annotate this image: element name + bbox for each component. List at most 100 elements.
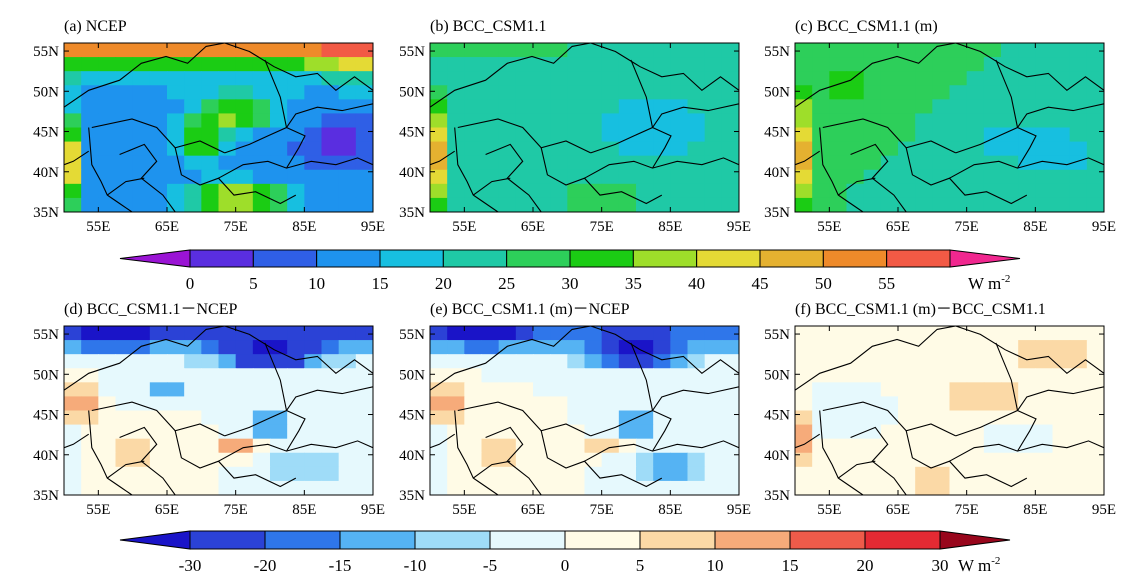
heatmap-cell <box>218 410 237 426</box>
heatmap-cell <box>252 169 271 185</box>
heatmap-cell <box>670 57 689 72</box>
heatmap-cell <box>915 57 933 72</box>
heatmap-cell <box>270 113 288 129</box>
heatmap-cell <box>464 113 483 129</box>
heatmap-cell <box>447 113 465 129</box>
x-tick-label: 55E <box>86 219 110 235</box>
heatmap-cell <box>653 424 671 440</box>
heatmap-cell <box>846 85 865 100</box>
heatmap-cell <box>498 57 517 72</box>
heatmap-cell <box>270 183 288 199</box>
colorbar-label: 25 <box>498 274 515 293</box>
heatmap-cell <box>1001 141 1019 157</box>
heatmap-cell <box>915 354 933 369</box>
heatmap-cell <box>687 340 706 355</box>
heatmap-cell <box>1052 127 1071 143</box>
panel-title: (c) BCC_CSM1.1 (m) <box>795 18 938 35</box>
heatmap-cell <box>201 354 220 369</box>
heatmap-cell <box>636 169 654 185</box>
colorbar-label: 45 <box>752 274 769 293</box>
heatmap-cell <box>670 438 689 454</box>
heatmap-cell <box>235 99 254 115</box>
heatmap-cell <box>98 141 117 157</box>
border-line <box>837 460 876 479</box>
y-tick-label: 55N <box>399 44 425 60</box>
panel-e: (e) BCC_CSM1.1 (m)－NCEP 55E 65E 75E 85E 95E 35… <box>399 301 751 518</box>
border-line <box>457 401 591 437</box>
heatmap-cell <box>915 197 933 212</box>
heatmap-cell <box>184 480 202 495</box>
heatmap-cell <box>880 368 899 383</box>
heatmap-cell <box>829 113 848 129</box>
heatmap-cell <box>218 57 237 72</box>
heatmap-cell <box>584 466 603 482</box>
heatmap-cell <box>218 438 237 454</box>
country-borders <box>795 43 1104 212</box>
colorbar-label: -20 <box>254 556 277 575</box>
heatmap-cell <box>132 368 151 383</box>
border-line <box>949 440 1104 462</box>
heatmap-cell <box>846 438 865 454</box>
heatmap-cell <box>64 466 82 482</box>
heatmap-cell <box>863 438 882 454</box>
country-borders <box>430 326 739 495</box>
colorbar-label: 15 <box>372 274 389 293</box>
heatmap-cell <box>949 326 968 341</box>
heatmap-cell <box>1086 368 1104 383</box>
heatmap-cell <box>201 197 220 212</box>
heatmap-cell <box>218 183 237 199</box>
heatmap-cell <box>829 354 848 369</box>
heatmap-cell <box>218 43 237 58</box>
heatmap-cell <box>81 466 99 482</box>
border-line <box>264 342 288 411</box>
heatmap-cell <box>846 410 865 426</box>
heatmap-cell <box>218 71 237 86</box>
x-tick-label: 85E <box>658 219 682 235</box>
heatmap-cell <box>550 326 568 341</box>
heatmap-cell <box>687 127 706 143</box>
heatmap-cell <box>898 127 916 143</box>
heatmap-cell <box>218 354 237 369</box>
border-line <box>224 43 373 92</box>
heatmap-cell <box>167 127 185 143</box>
heatmap-cell <box>915 71 933 86</box>
colorbar-segment <box>639 530 716 550</box>
heatmap-cell <box>218 169 237 185</box>
heatmap-cell <box>304 141 323 157</box>
heatmap-cell <box>464 452 483 468</box>
heatmap-cell <box>653 197 671 212</box>
heatmap-cell <box>704 71 723 86</box>
heatmap-cell <box>863 424 882 440</box>
colorbar-label: 5 <box>249 274 258 293</box>
heatmap-cell <box>64 410 82 426</box>
heatmap-cell <box>932 197 951 212</box>
heatmap-cell <box>880 57 899 72</box>
heatmap-cell <box>932 71 951 86</box>
panel-title: (b) BCC_CSM1.1 <box>430 18 546 35</box>
border-line <box>584 440 739 462</box>
heatmap-cell <box>81 480 99 495</box>
heatmap-cell <box>880 424 899 440</box>
border-line <box>850 426 907 495</box>
border-line <box>430 326 591 391</box>
heatmap-cell <box>636 57 654 72</box>
heatmap-cell <box>515 452 534 468</box>
heatmap-cell <box>321 466 340 482</box>
heatmap-cell <box>287 368 305 383</box>
heatmap-cell <box>464 183 483 199</box>
heatmap-cell <box>481 43 500 58</box>
border-line <box>64 43 225 108</box>
heatmap-cell <box>252 155 271 171</box>
heatmap-cell <box>1086 340 1104 355</box>
heatmap-cell <box>321 127 340 143</box>
heatmap-cell <box>915 85 933 100</box>
heatmap-cell <box>167 85 185 100</box>
heatmap-cell <box>132 354 151 369</box>
heatmap-cell <box>184 424 202 440</box>
heatmap-cell <box>1052 113 1071 129</box>
heatmap-cell <box>64 71 82 86</box>
heatmap-cell <box>1035 480 1054 495</box>
heatmap-cell <box>115 183 134 199</box>
heatmap-cell <box>252 85 271 100</box>
heatmap-cell <box>812 99 830 115</box>
